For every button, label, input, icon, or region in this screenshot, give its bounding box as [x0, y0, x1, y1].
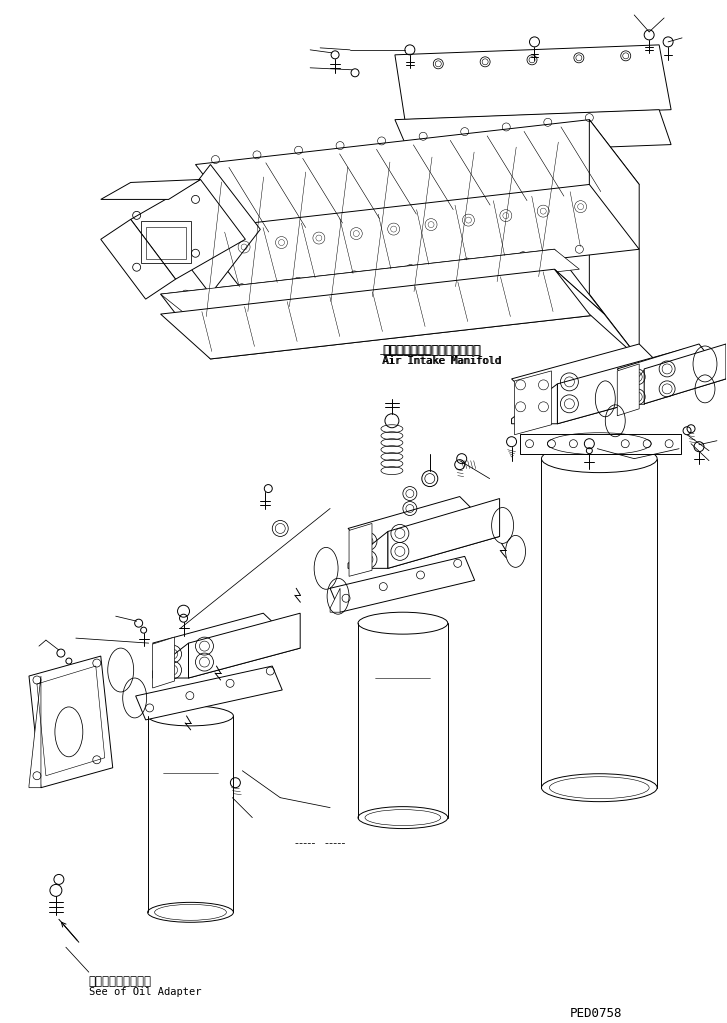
Polygon shape [617, 364, 639, 415]
Polygon shape [644, 344, 726, 404]
Polygon shape [348, 496, 499, 569]
Polygon shape [330, 557, 475, 612]
Polygon shape [555, 269, 639, 359]
Polygon shape [515, 371, 552, 435]
Polygon shape [161, 250, 579, 314]
Polygon shape [161, 250, 604, 359]
Polygon shape [196, 184, 639, 295]
Text: PED0758: PED0758 [569, 1007, 622, 1020]
Polygon shape [348, 531, 388, 569]
Polygon shape [153, 637, 174, 688]
Text: Air Intake Manifold: Air Intake Manifold [382, 356, 501, 366]
Text: エアーインテークマニホールド: エアーインテークマニホールド [383, 344, 481, 357]
Polygon shape [349, 524, 372, 576]
Polygon shape [388, 498, 499, 569]
Polygon shape [330, 588, 340, 612]
Polygon shape [395, 45, 671, 120]
Text: Air Intake Manifold: Air Intake Manifold [383, 356, 502, 366]
Bar [140, 221, 190, 263]
Polygon shape [617, 344, 726, 404]
Polygon shape [29, 656, 113, 788]
Text: エアーインテークマニホールド: エアーインテークマニホールド [382, 344, 480, 357]
Polygon shape [153, 613, 300, 678]
Polygon shape [395, 109, 671, 154]
Polygon shape [590, 120, 639, 359]
Polygon shape [512, 384, 558, 424]
Polygon shape [520, 434, 681, 453]
Polygon shape [617, 369, 644, 404]
Polygon shape [196, 120, 639, 229]
Polygon shape [131, 179, 245, 279]
Text: See of Oil Adapter: See of Oil Adapter [89, 987, 201, 997]
Polygon shape [136, 666, 282, 720]
Bar [145, 227, 185, 259]
Polygon shape [512, 344, 684, 424]
Polygon shape [153, 643, 188, 678]
Text: オイルアダプタ参照: オイルアダプタ参照 [89, 975, 152, 988]
Polygon shape [101, 179, 201, 199]
Polygon shape [558, 349, 684, 424]
Polygon shape [161, 269, 604, 359]
Polygon shape [29, 676, 41, 788]
Polygon shape [188, 613, 300, 678]
Polygon shape [101, 219, 175, 299]
Polygon shape [161, 165, 260, 295]
